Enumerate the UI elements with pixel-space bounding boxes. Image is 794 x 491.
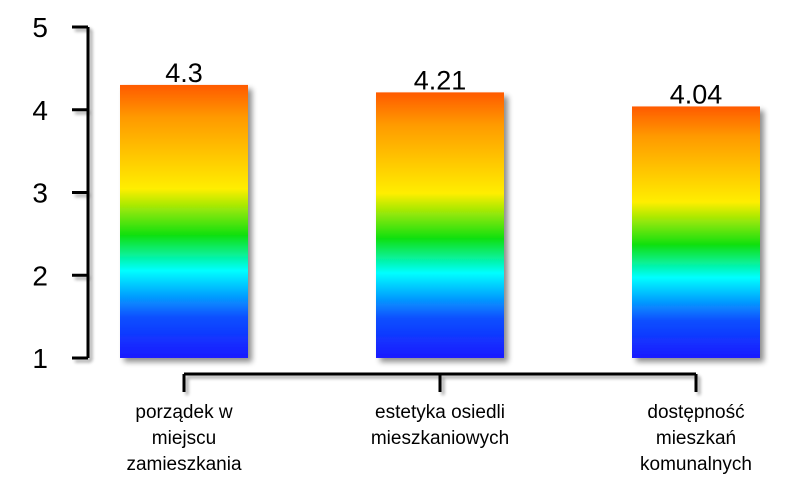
bar <box>376 92 504 358</box>
data-label: 4.04 <box>670 79 723 109</box>
y-tick-label: 3 <box>32 178 48 209</box>
data-label: 4.21 <box>414 65 467 95</box>
category-label: estetyka osiedli mieszkaniowych <box>371 402 509 449</box>
category-label: dostępność mieszkań komunalnych <box>640 402 752 475</box>
y-tick-label: 1 <box>32 343 48 374</box>
y-tick-label: 2 <box>32 260 48 291</box>
bar <box>632 106 760 358</box>
labels: 1 2 3 4 5 4.3 4.21 4.04 porządek w miejscu zamiesz… <box>32 12 752 475</box>
bars <box>120 84 760 359</box>
bar <box>120 84 248 359</box>
y-tick-label: 5 <box>32 12 48 43</box>
y-tick-label: 4 <box>32 95 48 126</box>
axes <box>72 25 698 392</box>
data-label: 4.3 <box>165 58 203 88</box>
category-label: porządek w miejscu zamieszkania <box>126 402 242 475</box>
